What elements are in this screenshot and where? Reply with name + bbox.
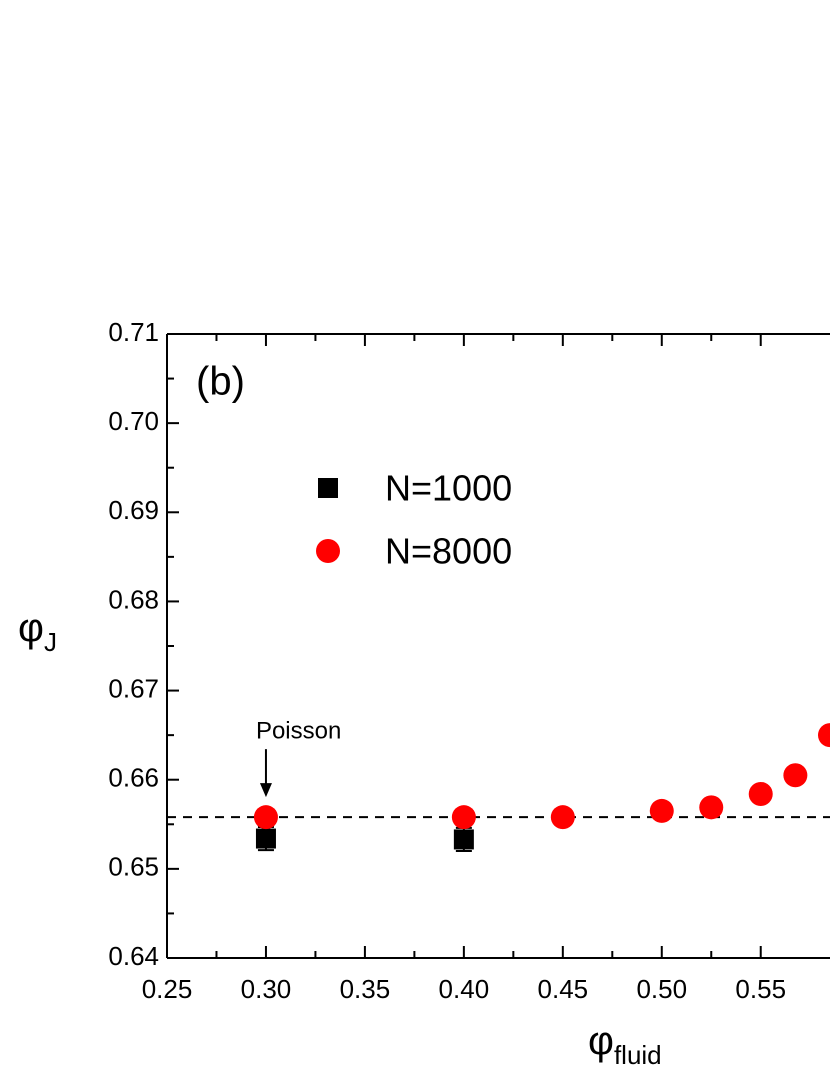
y-tick-label: 0.69 bbox=[108, 495, 159, 525]
annotation-arrowhead bbox=[259, 783, 272, 798]
x-tick-label: 0.45 bbox=[538, 974, 589, 1004]
y-tick-label: 0.70 bbox=[108, 406, 159, 436]
point bbox=[550, 805, 575, 830]
x-tick-label: 0.30 bbox=[241, 974, 292, 1004]
y-tick-label: 0.67 bbox=[108, 673, 159, 703]
y-tick-label: 0.71 bbox=[108, 317, 159, 347]
legend-label: N=8000 bbox=[385, 531, 512, 572]
point bbox=[453, 829, 474, 850]
x-tick-label: 0.55 bbox=[735, 974, 786, 1004]
x-axis-label: φfluid bbox=[588, 1019, 662, 1070]
y-axis-subscript: J bbox=[44, 627, 57, 657]
point bbox=[699, 795, 724, 820]
legend-label: N=1000 bbox=[385, 468, 512, 509]
x-tick-label: 0.35 bbox=[340, 974, 391, 1004]
legend-marker bbox=[318, 478, 338, 498]
legend-marker bbox=[316, 539, 340, 563]
y-tick-label: 0.68 bbox=[108, 584, 159, 614]
point bbox=[649, 798, 674, 823]
point bbox=[451, 805, 476, 830]
x-tick-label: 0.40 bbox=[439, 974, 490, 1004]
y-axis-symbol: φ bbox=[18, 606, 44, 650]
y-axis-label: φJ bbox=[18, 606, 57, 657]
x-axis-symbol: φ bbox=[588, 1019, 614, 1063]
x-tick-label: 0.50 bbox=[636, 974, 687, 1004]
point bbox=[748, 781, 773, 806]
y-tick-label: 0.64 bbox=[108, 941, 159, 971]
point bbox=[253, 805, 278, 830]
x-tick-label: 0.25 bbox=[142, 974, 193, 1004]
y-tick-label: 0.66 bbox=[108, 763, 159, 793]
point bbox=[783, 763, 808, 788]
point bbox=[818, 723, 830, 748]
y-tick-label: 0.65 bbox=[108, 852, 159, 882]
panel-label: (b) bbox=[196, 360, 245, 404]
point bbox=[255, 828, 276, 849]
annotation: Poisson bbox=[256, 717, 341, 744]
x-axis-subscript: fluid bbox=[614, 1040, 662, 1070]
